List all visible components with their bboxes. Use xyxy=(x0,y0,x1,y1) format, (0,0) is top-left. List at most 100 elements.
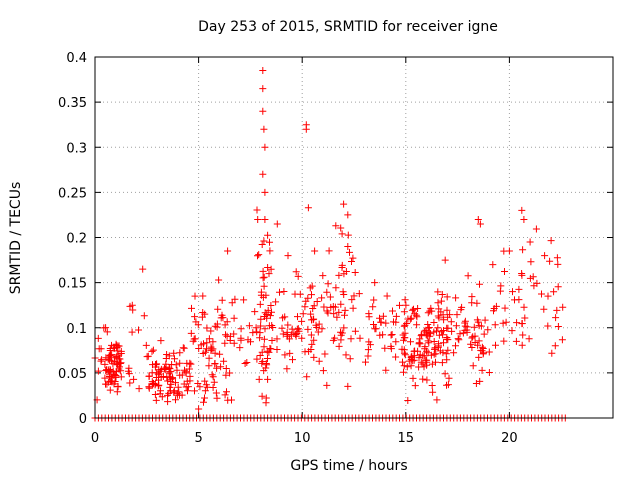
data-point xyxy=(218,296,226,304)
data-point xyxy=(263,347,271,355)
data-point xyxy=(335,308,343,316)
data-point xyxy=(355,290,363,298)
data-point xyxy=(553,254,561,262)
data-point xyxy=(476,220,484,228)
data-point xyxy=(450,349,458,357)
data-point xyxy=(197,341,205,349)
data-point xyxy=(558,336,566,344)
data-point xyxy=(362,358,369,366)
data-point xyxy=(383,292,391,300)
data-point xyxy=(267,302,275,309)
data-point xyxy=(95,345,103,353)
data-point xyxy=(559,303,567,311)
data-point xyxy=(107,378,115,385)
data-point xyxy=(310,353,318,361)
data-point xyxy=(254,252,261,260)
data-point xyxy=(553,306,561,314)
data-point xyxy=(145,383,153,391)
data-point xyxy=(547,237,555,245)
data-point xyxy=(318,325,326,333)
data-point xyxy=(269,324,277,331)
data-point xyxy=(252,324,260,332)
data-point xyxy=(230,339,238,347)
data-point xyxy=(188,304,195,312)
data-point xyxy=(112,340,120,348)
data-point xyxy=(194,380,202,387)
data-point xyxy=(101,360,109,368)
data-point xyxy=(161,366,169,373)
y-tick-label: 0.3 xyxy=(66,141,87,156)
data-point xyxy=(128,301,136,309)
data-point xyxy=(405,357,413,365)
data-point xyxy=(320,303,328,311)
data-point xyxy=(509,288,516,296)
data-point xyxy=(221,339,229,347)
data-point xyxy=(230,330,238,338)
data-point xyxy=(261,143,269,151)
data-point xyxy=(379,312,387,320)
data-point xyxy=(419,375,427,383)
data-point xyxy=(201,377,209,385)
data-point xyxy=(444,324,452,332)
data-point xyxy=(306,284,314,292)
data-point xyxy=(330,310,338,318)
data-point xyxy=(201,394,208,402)
data-point xyxy=(113,347,121,355)
data-point xyxy=(438,359,446,367)
data-point xyxy=(455,336,463,344)
data-point xyxy=(442,350,450,358)
data-point xyxy=(97,357,105,365)
plot-frame xyxy=(94,56,614,419)
data-point xyxy=(387,345,395,353)
data-point xyxy=(301,303,309,311)
data-point xyxy=(458,303,466,311)
data-point xyxy=(519,331,527,339)
data-point xyxy=(423,376,431,384)
data-point xyxy=(431,344,439,352)
data-point xyxy=(191,292,199,300)
data-point xyxy=(260,273,268,281)
data-point xyxy=(351,327,359,335)
data-point xyxy=(318,294,326,302)
data-point xyxy=(311,247,319,255)
data-point xyxy=(167,387,174,395)
data-point xyxy=(259,267,267,275)
data-point xyxy=(468,344,476,351)
data-point xyxy=(253,328,261,336)
data-point xyxy=(150,379,157,387)
data-point xyxy=(508,327,516,335)
data-point xyxy=(364,346,372,354)
data-point xyxy=(434,288,442,296)
data-point xyxy=(310,336,318,344)
data-point xyxy=(149,346,157,354)
data-point xyxy=(117,359,125,367)
data-point xyxy=(223,388,230,396)
data-point xyxy=(264,375,272,383)
data-point xyxy=(518,341,526,349)
data-point xyxy=(278,324,286,332)
data-point xyxy=(408,306,416,314)
data-point xyxy=(201,387,209,395)
data-point xyxy=(443,293,451,301)
data-point xyxy=(518,320,526,328)
data-point xyxy=(338,329,346,337)
data-point xyxy=(521,314,529,322)
data-point xyxy=(114,383,122,391)
data-point xyxy=(214,305,222,313)
data-point xyxy=(410,356,418,364)
data-point xyxy=(222,371,230,379)
data-point xyxy=(174,383,182,391)
data-point xyxy=(501,304,509,312)
data-point xyxy=(348,258,355,265)
data-point xyxy=(103,328,111,336)
data-point xyxy=(253,355,261,363)
data-point xyxy=(424,324,432,332)
x-tick-label: 10 xyxy=(294,431,311,446)
data-point xyxy=(435,314,443,322)
data-point xyxy=(480,330,488,338)
data-point xyxy=(157,387,164,395)
data-point xyxy=(226,369,234,377)
data-point xyxy=(424,309,432,317)
data-point xyxy=(461,319,469,327)
data-point xyxy=(261,216,269,223)
